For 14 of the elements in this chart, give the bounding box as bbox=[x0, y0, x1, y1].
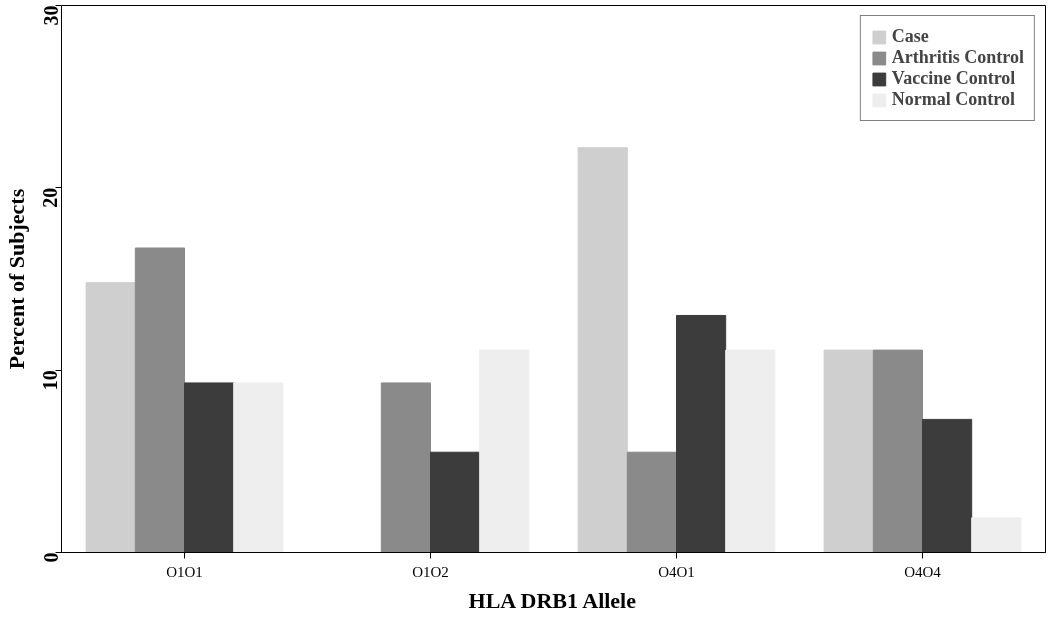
x-tick-label: O1O2 bbox=[412, 563, 449, 580]
legend-label: Case bbox=[891, 26, 929, 47]
legend-label: Vaccine Control bbox=[891, 68, 1016, 89]
y-tick-label: 10 bbox=[39, 370, 62, 391]
x-tick-label: O4O1 bbox=[658, 563, 695, 580]
x-tick-label: O4O4 bbox=[904, 563, 942, 580]
y-axis-title: Percent of Subjects bbox=[3, 188, 29, 370]
legend-label: Arthritis Control bbox=[891, 47, 1024, 68]
legend-label: Normal Control bbox=[891, 89, 1015, 110]
y-tick-label: 0 bbox=[39, 552, 62, 563]
x-axis-title: HLA DRB1 Allele bbox=[468, 587, 637, 613]
x-tick-label: O1O1 bbox=[166, 563, 203, 580]
y-tick-label: 30 bbox=[39, 5, 62, 26]
y-tick-label: 20 bbox=[39, 187, 62, 208]
